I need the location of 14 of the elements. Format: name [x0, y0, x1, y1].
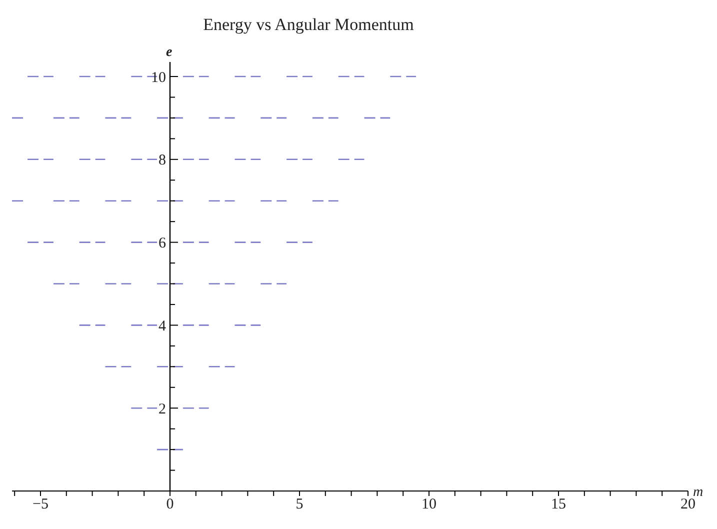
- x-tick-label: −5: [32, 496, 48, 513]
- y-tick-label: 2: [158, 401, 166, 418]
- y-tick-label: 6: [158, 236, 166, 252]
- y-axis-title: e: [166, 45, 172, 60]
- chart-title: Energy vs Angular Momentum: [203, 15, 414, 34]
- x-tick-label: 10: [421, 496, 436, 513]
- x-tick-label: 15: [551, 496, 566, 513]
- y-tick-label: 8: [158, 152, 166, 169]
- x-axis-title: m: [693, 485, 704, 500]
- x-tick-label: 0: [166, 496, 174, 513]
- x-tick-label: 20: [680, 496, 696, 513]
- y-tick-label: 10: [150, 70, 166, 86]
- y-tick-label: 4: [158, 318, 166, 334]
- x-tick-label: 5: [296, 496, 304, 513]
